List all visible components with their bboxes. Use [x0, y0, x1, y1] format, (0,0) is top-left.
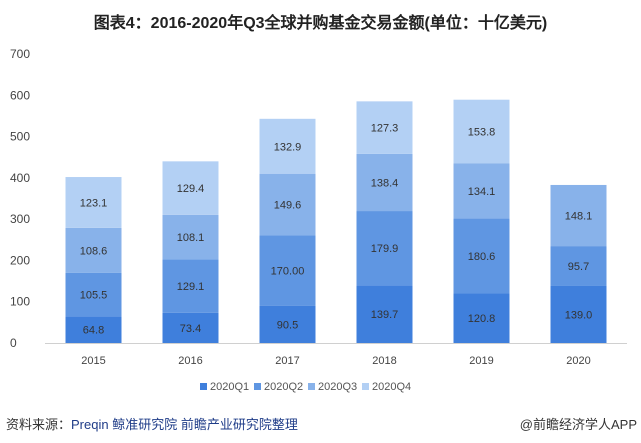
credit: @前瞻经济学人APP [519, 417, 637, 432]
y-tick-label: 600 [10, 88, 30, 102]
legend-label: 2020Q4 [372, 381, 411, 393]
bar-segment [356, 153, 413, 212]
data-label: 149.6 [274, 200, 302, 212]
bar-segment [162, 214, 219, 260]
source-text: Preqin 鲸准研究院 前瞻产业研究院整理 [71, 417, 298, 432]
y-tick-label: 500 [10, 130, 30, 144]
x-tick-label: 2015 [81, 355, 105, 367]
bar-segment [453, 293, 510, 343]
bar-segment [162, 161, 219, 215]
bar-segment [453, 218, 510, 294]
bar-segment [162, 259, 219, 313]
data-label: 127.3 [371, 123, 399, 135]
data-label: 180.6 [468, 251, 496, 263]
legend-swatch [362, 383, 369, 390]
y-tick-label: 200 [10, 253, 30, 267]
x-tick-label: 2017 [275, 355, 299, 367]
data-label: 64.8 [83, 325, 104, 337]
data-label: 129.4 [177, 183, 205, 195]
y-tick-label: 100 [10, 295, 30, 309]
source-label: 资料来源： [6, 417, 72, 432]
data-label: 148.1 [565, 211, 593, 223]
bar-segment [259, 305, 316, 343]
bar-segment [162, 312, 219, 343]
bar-segment [550, 184, 607, 247]
legend-swatch [200, 383, 207, 390]
data-label: 138.4 [371, 177, 399, 189]
x-tick-label: 2018 [372, 355, 396, 367]
data-label: 108.6 [80, 245, 108, 257]
x-tick-label: 2019 [469, 355, 493, 367]
bar-segment [453, 99, 510, 164]
legend-label: 2020Q2 [264, 381, 303, 393]
data-label: 170.00 [271, 266, 305, 278]
data-label: 134.1 [468, 186, 496, 198]
x-tick-label: 2016 [178, 355, 202, 367]
source-note: 资料来源：Preqin 鲸准研究院 前瞻产业研究院整理 [6, 414, 298, 433]
bar-segment [453, 163, 510, 219]
y-tick-label: 300 [10, 212, 30, 226]
data-label: 120.8 [468, 313, 496, 325]
bar-segment [65, 272, 122, 317]
bar-segment [259, 235, 316, 306]
data-label: 95.7 [568, 261, 589, 273]
y-tick-label: 0 [10, 336, 17, 350]
y-tick-label: 700 [10, 47, 30, 61]
y-tick-label: 400 [10, 171, 30, 185]
legend-swatch [308, 383, 315, 390]
bar-segment [550, 285, 607, 343]
bar-segment [356, 211, 413, 286]
bar-segment [65, 227, 122, 273]
bar-segment [356, 101, 413, 154]
bar-segment [65, 316, 122, 343]
data-label: 139.7 [371, 309, 399, 321]
data-label: 139.0 [565, 309, 593, 321]
bar-segment [259, 173, 316, 236]
data-label: 132.9 [274, 141, 302, 153]
data-label: 90.5 [277, 319, 298, 331]
legend-swatch [254, 383, 261, 390]
data-label: 105.5 [80, 289, 108, 301]
x-tick-label: 2020 [566, 355, 590, 367]
legend-label: 2020Q1 [210, 381, 249, 393]
legend-label: 2020Q3 [318, 381, 357, 393]
data-label: 129.1 [177, 281, 205, 293]
data-label: 153.8 [468, 126, 496, 138]
bar-segment [550, 246, 607, 286]
data-label: 73.4 [180, 323, 201, 335]
data-label: 123.1 [80, 197, 108, 209]
bar-segment [259, 118, 316, 174]
bar-segment [356, 285, 413, 343]
data-label: 108.1 [177, 232, 205, 244]
bar-segment [65, 177, 122, 228]
chart-title: 图表4：2016-2020年Q3全球并购基金交易金额(单位：十亿美元) [93, 15, 548, 32]
data-label: 179.9 [371, 243, 399, 255]
